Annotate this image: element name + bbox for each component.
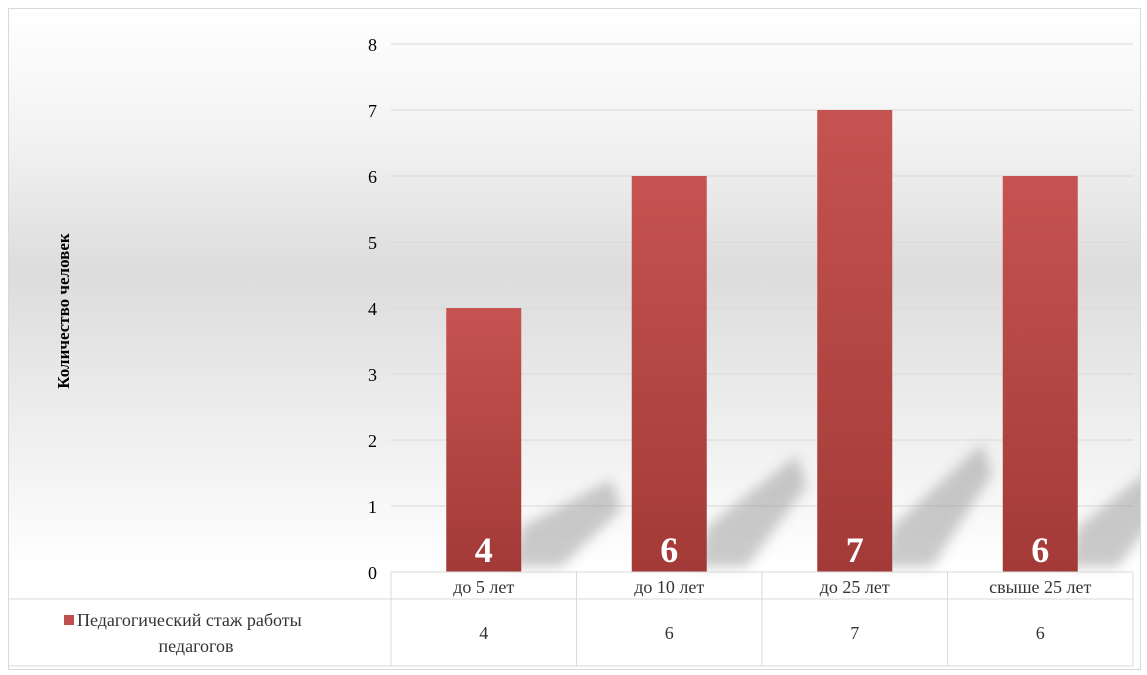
- legend-key: [64, 615, 74, 625]
- y-tick-label: 6: [368, 167, 377, 187]
- y-axis-title: Количество человек: [54, 233, 73, 389]
- y-tick-label: 2: [368, 431, 377, 451]
- bar-data-label: 6: [1031, 530, 1049, 570]
- bar-shadow: [696, 455, 807, 567]
- bar-data-label: 7: [846, 530, 864, 570]
- bar-chart: 0 1 2 3 4 5 6 7 8 4 6 7 6 до 5 лет до 10 лет до 25 лет с…: [9, 35, 1140, 667]
- y-tick-label: 4: [368, 299, 377, 319]
- table-value: 6: [665, 623, 674, 643]
- y-tick-label: 0: [368, 563, 377, 583]
- table-value: 6: [1036, 623, 1045, 643]
- bar: [817, 110, 893, 572]
- y-tick-label: 3: [368, 365, 377, 385]
- chart-area: 0 1 2 3 4 5 6 7 8 4 6 7 6 до 5 лет до 10 лет до 25 лет с…: [8, 8, 1141, 670]
- bar: [446, 308, 522, 572]
- table-value: 7: [850, 623, 859, 643]
- y-tick-label: 8: [368, 35, 377, 55]
- bar: [631, 176, 707, 572]
- x-category-label: до 25 лет: [820, 577, 890, 597]
- x-category-label: до 5 лет: [453, 577, 514, 597]
- x-category-label: свыше 25 лет: [989, 577, 1091, 597]
- y-tick-label: 1: [368, 497, 377, 517]
- bar-shadow: [882, 443, 993, 567]
- table-value: 4: [479, 623, 488, 643]
- x-category-label: до 10 лет: [634, 577, 704, 597]
- bar-shadow: [511, 479, 622, 567]
- legend-label-line: Педагогический стаж работы: [77, 610, 302, 630]
- y-tick-label: 5: [368, 233, 377, 253]
- bar-shadow: [1067, 477, 1140, 567]
- bar-data-label: 4: [475, 530, 493, 570]
- legend-label-line: педагогов: [159, 636, 234, 656]
- y-tick-label: 7: [368, 101, 377, 121]
- bar: [1002, 176, 1078, 572]
- bar-data-label: 6: [660, 530, 678, 570]
